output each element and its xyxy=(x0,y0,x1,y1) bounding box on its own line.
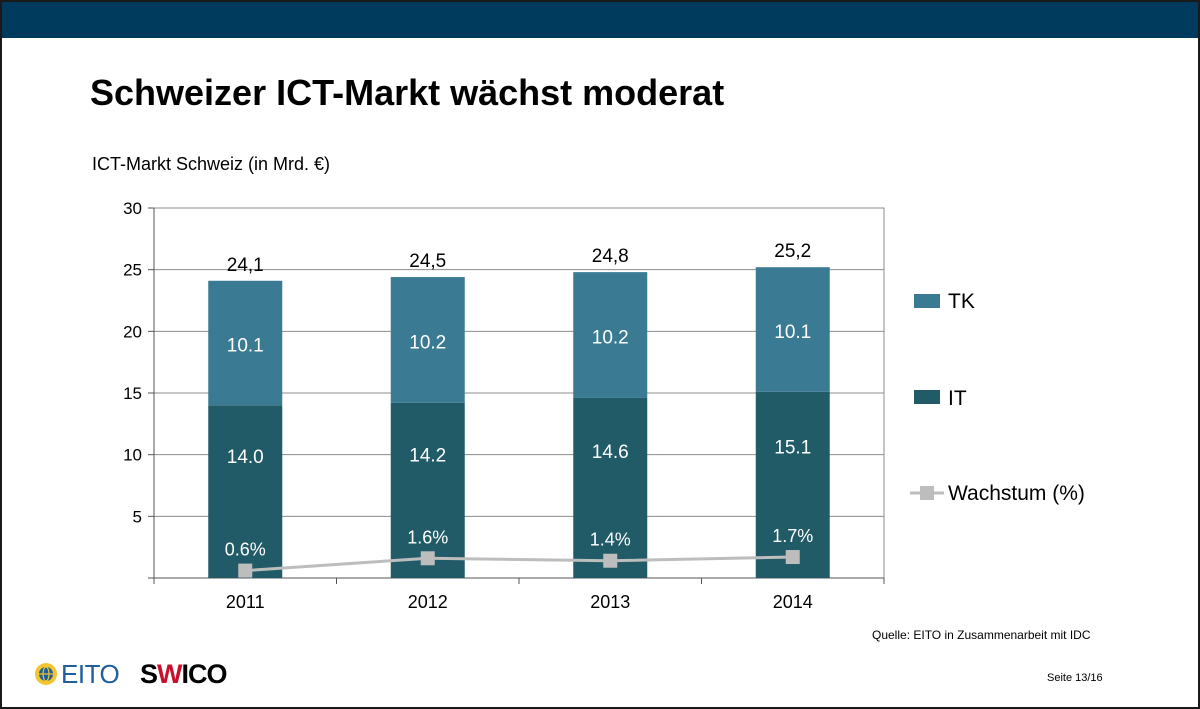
legend-swatch-it xyxy=(914,390,940,404)
swico-logo: SWICO xyxy=(140,656,228,692)
bar-tk xyxy=(390,277,465,403)
growth-label: 1.4% xyxy=(590,530,631,550)
slide-title: Schweizer ICT-Markt wächst moderat xyxy=(90,72,725,113)
bar-label-tk: 10.2 xyxy=(409,332,446,353)
bar-total-label: 24,1 xyxy=(227,255,264,276)
bar-tk xyxy=(755,267,830,392)
growth-marker xyxy=(420,551,435,566)
legend-label-tk: TK xyxy=(948,290,975,313)
bar-it xyxy=(755,391,830,578)
bar-label-tk: 10.2 xyxy=(592,328,629,349)
x-tick-label: 2011 xyxy=(226,592,265,612)
chart-subtitle: ICT-Markt Schweiz (in Mrd. €) xyxy=(92,154,331,174)
stacked-bar-chart: 5 10 15 20 25 30 14.0 10.1 24,1 2011 14.2 10.2 24,5 2… xyxy=(123,199,1085,612)
bar-it xyxy=(390,402,465,578)
source-note: Quelle: EITO in Zusammenarbeit mit IDC xyxy=(872,628,1091,642)
eito-globe-icon xyxy=(35,663,57,685)
growth-marker xyxy=(603,553,618,568)
legend-label-it: IT xyxy=(948,387,967,410)
swico-logo-text: SWICO xyxy=(140,658,228,689)
bar-it xyxy=(208,405,283,578)
x-tick-label: 2014 xyxy=(773,592,813,612)
header-bar xyxy=(2,2,1198,38)
legend-swatch-tk xyxy=(914,294,940,308)
growth-marker xyxy=(785,550,800,565)
bar-label-it: 14.0 xyxy=(227,447,264,468)
growth-label: 0.6% xyxy=(225,540,266,560)
legend-marker-growth xyxy=(920,486,934,500)
growth-marker xyxy=(238,563,253,578)
growth-label: 1.6% xyxy=(407,527,448,547)
bar-total-label: 25,2 xyxy=(774,241,811,262)
growth-label: 1.7% xyxy=(772,526,813,546)
y-tick-label: 10 xyxy=(123,446,142,465)
bar-label-it: 14.6 xyxy=(592,442,629,463)
eito-logo-text: EITO xyxy=(61,658,120,689)
legend-label-growth: Wachstum (%) xyxy=(948,482,1085,505)
bar-total-label: 24,5 xyxy=(409,251,446,272)
y-tick-label: 5 xyxy=(133,507,142,526)
y-tick-label: 15 xyxy=(123,384,142,403)
bar-it xyxy=(573,397,648,578)
bar-total-label: 24,8 xyxy=(592,246,629,267)
page-number: Seite 13/16 xyxy=(1047,672,1103,684)
growth-line xyxy=(245,555,793,573)
bar-label-it: 14.2 xyxy=(409,445,446,466)
bar-label-tk: 10.1 xyxy=(227,336,264,357)
y-tick-label: 25 xyxy=(123,261,142,280)
bar-tk xyxy=(573,272,648,398)
y-tick-label: 20 xyxy=(123,322,142,341)
x-tick-label: 2012 xyxy=(408,592,448,612)
bar-tk xyxy=(208,280,283,406)
y-tick-label: 30 xyxy=(123,199,142,218)
bar-label-it: 15.1 xyxy=(774,438,811,459)
x-tick-label: 2013 xyxy=(590,592,630,612)
bar-label-tk: 10.1 xyxy=(774,322,811,343)
eito-logo: EITO xyxy=(34,656,120,692)
